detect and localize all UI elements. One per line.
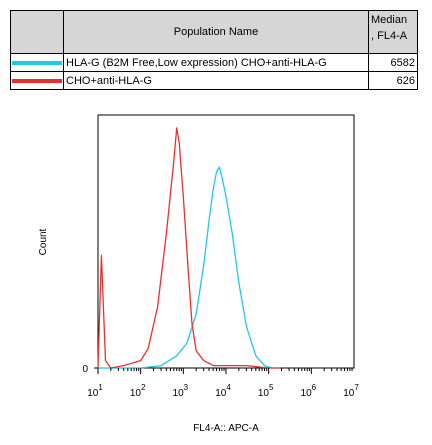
series-layer <box>97 127 282 369</box>
legend-header-median-line2: , FL4-A <box>371 30 408 42</box>
legend-row-name: HLA-G (B2M Free,Low expression) CHO+anti… <box>63 53 369 72</box>
legend-row: CHO+anti-HLA-G 626 <box>10 71 418 90</box>
x-axis: 101 102 103 104 105 106 107 <box>87 368 359 399</box>
legend-header-median: Median , FL4-A <box>368 10 418 54</box>
x-tick-label: 105 <box>258 383 274 399</box>
x-tick-label: 102 <box>130 383 146 399</box>
x-tick-label: 106 <box>301 383 317 399</box>
y-tick-label: 0 <box>82 364 88 375</box>
legend-swatch-cell <box>10 53 64 72</box>
x-tick-label: 107 <box>343 383 359 399</box>
legend-row-name: CHO+anti-HLA-G <box>63 71 369 90</box>
y-axis-title: Count <box>38 228 49 255</box>
series-line <box>97 127 282 369</box>
series-line <box>98 166 282 369</box>
legend-header-swatch <box>10 10 64 54</box>
legend-row: HLA-G (B2M Free,Low expression) CHO+anti… <box>10 53 418 72</box>
plot-frame <box>97 114 355 369</box>
x-tick-label: 101 <box>87 383 103 399</box>
x-axis-title: FL4-A:: APC-A <box>193 423 259 434</box>
legend-table: Population Name Median , FL4-A HLA-G (B2… <box>10 10 418 90</box>
legend-swatch-line <box>12 78 62 83</box>
x-tick-label: 103 <box>173 383 189 399</box>
legend-header-median-line1: Median <box>371 14 408 26</box>
legend-swatch-line <box>12 60 62 65</box>
legend-row-median: 626 <box>368 71 418 90</box>
x-tick-label: 104 <box>215 383 231 399</box>
